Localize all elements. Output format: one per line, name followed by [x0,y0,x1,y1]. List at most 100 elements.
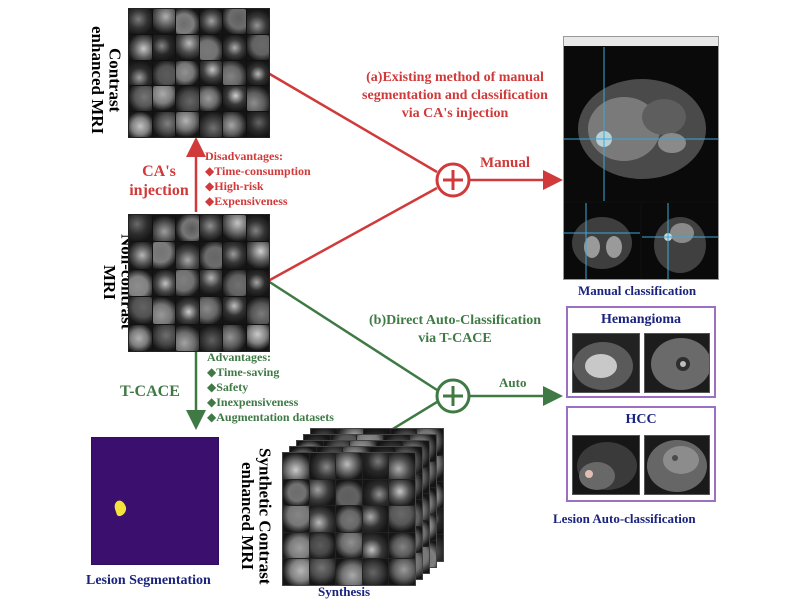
mri-tile [199,112,222,137]
mri-tile [389,479,415,506]
auto-label: Auto [499,375,527,390]
mri-tile [152,112,175,137]
mri-tile [283,453,309,479]
tcace-label: T-CACE [120,383,180,400]
viewer-menubar [564,37,718,46]
mri-tile [199,9,222,34]
direct-auto-text: (b)Direct Auto-Classification via T-CACE [340,312,570,348]
hemangioma-image-2 [644,333,710,393]
mri-tile [199,297,222,324]
mri-tile [246,324,269,351]
hemangioma-image-1 [572,333,640,393]
mri-tile [152,86,175,112]
mri-tile [246,60,269,86]
mri-tile [246,297,269,324]
mri-tile [152,324,175,351]
manual-viewer-window [563,36,719,280]
mri-tile [246,9,269,34]
synthetic-mri-stack [282,428,452,590]
synthesis-label: Synthesis [318,584,371,599]
mri-tile [223,34,246,60]
mri-tile [152,297,175,324]
direct-auto-line: via T-CACE [418,331,492,346]
arrow-noncontrast-to-auto [267,279,438,392]
mri-tile [199,60,222,86]
mri-tile [246,34,269,60]
contrast-mri-mosaic [128,8,270,138]
mri-tile [309,559,336,585]
advantage-item: ◆Augmentation datasets [207,410,334,424]
direct-auto-line: (b)Direct Auto-Classification [369,313,541,328]
mri-tile [129,297,152,324]
mri-tile [389,559,415,585]
manual-label: Manual [480,155,531,171]
noncontrast-mri-mosaic [128,214,270,352]
combine-auto-icon [435,378,471,414]
mri-tile [336,453,362,479]
mri-tile [152,60,175,86]
hcc-image-2 [644,435,710,495]
mri-tile [152,269,175,297]
hemangioma-title: Hemangioma [600,312,682,327]
mri-tile [176,60,199,86]
mri-tile [246,215,269,242]
mri-tile [283,532,309,559]
disadvantages-title: Disadvantages: [205,149,284,163]
mri-tile [223,242,246,269]
mri-tile [246,86,269,112]
mri-tile [199,242,222,269]
mri-tile [129,242,152,269]
arrow-contrast-to-manual [267,71,438,174]
mri-tile [309,532,336,559]
existing-method-line: segmentation and classification [362,88,548,103]
mri-tile [152,34,175,60]
lesion-auto-classification-label: Lesion Auto-classification [553,511,696,526]
mri-tile [152,242,175,269]
mri-tile [199,324,222,351]
contrast-mri-label: Contrast enhanced MRI [87,25,125,135]
mri-tile [176,112,199,137]
mri-tile [309,453,336,479]
mri-tile [223,215,246,242]
mri-tile [362,453,389,479]
mri-tile [336,479,362,506]
mri-tile [199,269,222,297]
mri-tile [152,215,175,242]
mri-tile [283,506,309,532]
mri-tile [223,86,246,112]
mri-tile [199,34,222,60]
mri-tile [389,453,415,479]
viewer-main-slice [564,47,718,201]
mri-tile [246,269,269,297]
mri-tile [129,9,152,34]
disadvantage-item: ◆Time-consumption [205,164,311,178]
existing-method-line: (a)Existing method of manual [366,70,544,85]
existing-method-text: (a)Existing method of manual segmentatio… [320,69,590,123]
mri-tile [362,532,389,559]
hcc-title: HCC [625,412,657,427]
mri-tile [246,112,269,137]
manual-classification-label: Manual classification [578,283,697,298]
mri-tile [152,9,175,34]
mri-tile [223,297,246,324]
disadvantage-item: ◆High-risk [205,179,264,193]
hcc-image-1 [572,435,640,495]
mri-tile [223,60,246,86]
synthetic-mri-sheet [282,452,416,586]
mri-tile [389,506,415,532]
mri-tile [176,269,199,297]
mri-tile [223,112,246,137]
mri-tile [129,60,152,86]
mri-tile [336,559,362,585]
mri-tile [176,86,199,112]
viewer-coronal-slice [564,203,640,279]
mri-tile [129,112,152,137]
mri-tile [309,506,336,532]
mri-tile [283,479,309,506]
advantages-list: Advantages: ◆Time-saving ◆Safety ◆Inexpe… [207,350,334,425]
mri-tile [176,324,199,351]
viewer-sagittal-slice [642,203,718,279]
advantage-item: ◆Safety [207,380,249,394]
disadvantage-item: ◆Expensiveness [205,194,288,208]
mri-tile [246,242,269,269]
